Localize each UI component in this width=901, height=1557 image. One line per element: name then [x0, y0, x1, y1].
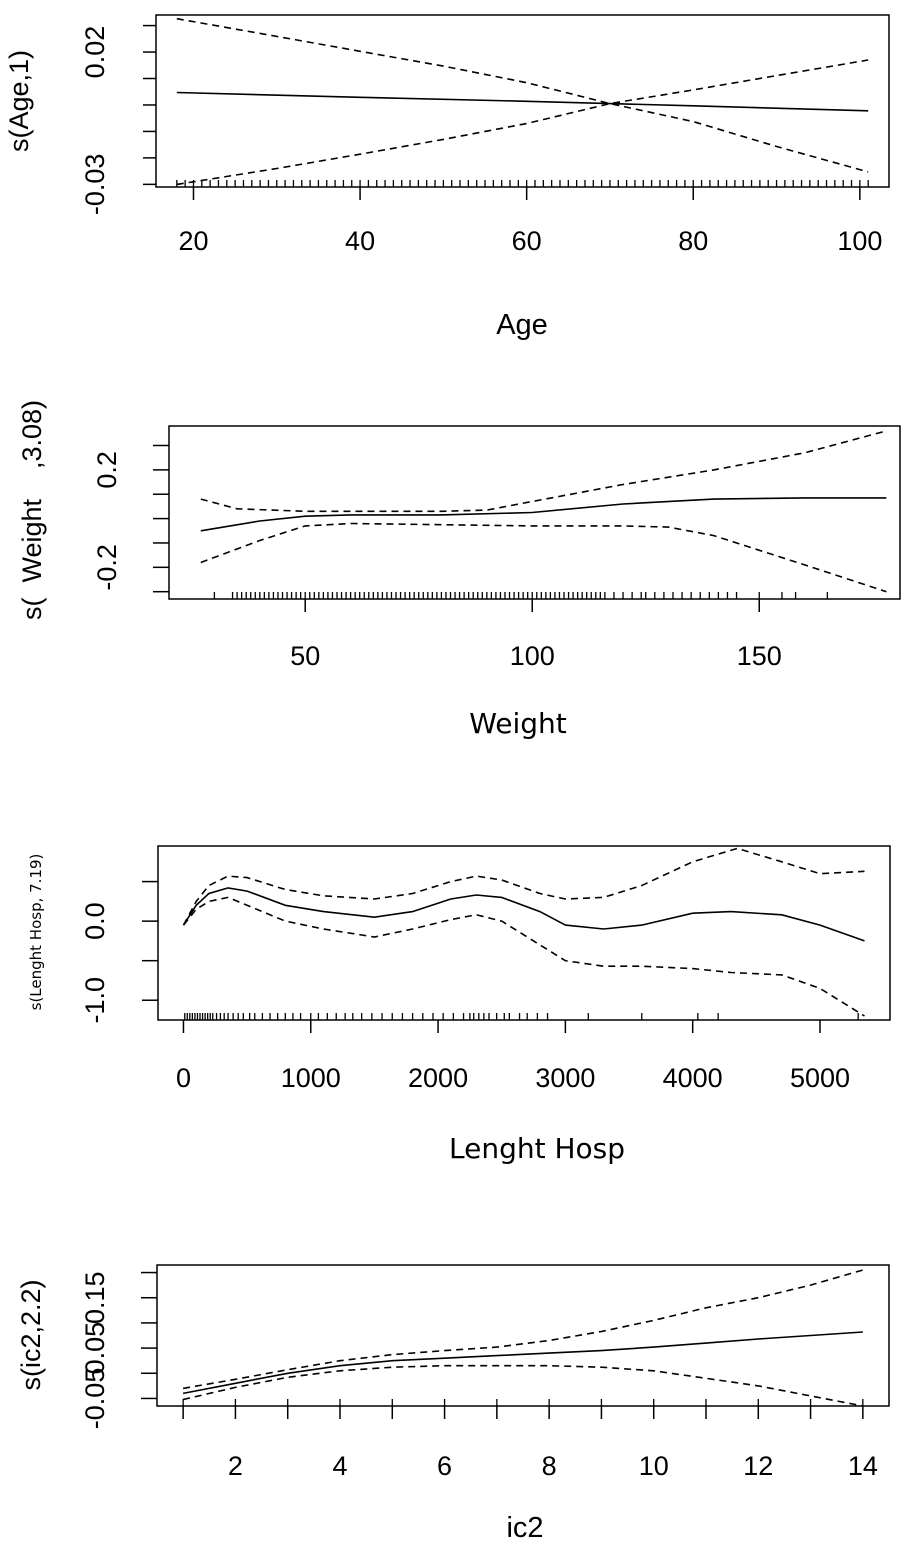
y-tick-label-weight: -0.2 — [92, 544, 122, 591]
x-tick-label-age: 40 — [345, 226, 375, 256]
y-tick-label-age: -0.03 — [80, 154, 110, 216]
x-tick-label-ic2: 8 — [542, 1451, 557, 1481]
x-tick-label-ic2: 4 — [332, 1451, 347, 1481]
confidence-band-line-weight — [200, 430, 887, 513]
y-axis-label-weight: s( Weight ,3.08) — [17, 400, 47, 620]
x-tick-label-ic2: 2 — [228, 1451, 243, 1481]
smooth-estimate-line-age — [176, 91, 869, 112]
plot-area-age: -0.03 0.02 20 40 60 80 100 — [80, 17, 882, 256]
y-axis-label-length-hosp: s(Lenght Hosp, 7.19) — [27, 854, 45, 1011]
x-tick-label-age: 60 — [512, 226, 542, 256]
plot-frame-weight — [168, 425, 901, 600]
x-tick-label-weight: 50 — [290, 641, 320, 671]
x-tick-label-ic2: 6 — [437, 1451, 452, 1481]
panel-ic2: -0.050.050.15 2 4 6 8 10 12 14 ic2 s(ic2,2.2) — [16, 1264, 890, 1544]
x-axis-label-length-hosp: Lenght Hosp — [449, 1132, 625, 1165]
x-tick-label-length-hosp: 5000 — [790, 1063, 850, 1093]
plot-frame-ic2 — [156, 1264, 890, 1407]
confidence-band-line-length-hosp — [182, 847, 865, 926]
plot-frame-age — [155, 14, 890, 188]
y-axis-label-age: s(Age,1) — [4, 50, 34, 152]
y-tick-label-weight: 0.2 — [92, 451, 122, 489]
y-tick-label-length-hosp: 0.0 — [80, 902, 110, 940]
x-tick-label-weight: 150 — [737, 641, 782, 671]
y-tick-label-ic2: 0.05 — [80, 1322, 110, 1375]
panel-age: -0.03 0.02 20 40 60 80 100 Age s(Age,1) — [4, 14, 890, 341]
y-tick-label-length-hosp: -1.0 — [80, 977, 110, 1024]
smooth-estimate-line-weight — [200, 497, 887, 532]
x-tick-label-ic2: 12 — [743, 1451, 773, 1481]
x-tick-label-length-hosp: 3000 — [535, 1063, 595, 1093]
y-tick-label-ic2: -0.05 — [80, 1368, 110, 1430]
x-axis-label-age: Age — [496, 309, 548, 341]
smooth-estimate-line-ic2 — [182, 1331, 863, 1395]
x-tick-label-length-hosp: 1000 — [281, 1063, 341, 1093]
panel-weight: -0.2 0.2 50 100 150 Weight s( Weight ,3.08) — [17, 400, 901, 740]
y-tick-label-ic2: 0.15 — [80, 1271, 110, 1324]
confidence-band-line-age — [176, 59, 869, 186]
plot-frame-length-hosp — [157, 845, 891, 1021]
x-axis-label-ic2: ic2 — [506, 1512, 543, 1544]
panel-length-hosp: -1.0 0.0 0 1000 2000 3000 4000 5000 Lenght Hosp… — [27, 845, 891, 1165]
x-tick-label-length-hosp: 2000 — [408, 1063, 468, 1093]
x-tick-label-age: 20 — [178, 226, 208, 256]
plot-area-ic2: -0.050.050.15 2 4 6 8 10 12 14 — [80, 1269, 878, 1481]
confidence-band-line-length-hosp — [182, 896, 865, 1017]
x-tick-label-weight: 100 — [510, 641, 555, 671]
x-tick-label-length-hosp: 0 — [176, 1063, 191, 1093]
x-tick-label-ic2: 14 — [848, 1451, 878, 1481]
confidence-band-line-weight — [200, 522, 887, 593]
x-tick-label-age: 80 — [678, 226, 708, 256]
x-tick-label-age: 100 — [837, 226, 882, 256]
smooth-estimate-line-length-hosp — [182, 887, 865, 942]
y-tick-label-age: 0.02 — [80, 26, 110, 79]
confidence-band-line-ic2 — [182, 1364, 864, 1407]
x-tick-label-ic2: 10 — [639, 1451, 669, 1481]
plot-area-length-hosp: -1.0 0.0 0 1000 2000 3000 4000 5000 — [80, 847, 865, 1093]
confidence-band-line-ic2 — [182, 1269, 864, 1390]
y-axis-label-ic2: s(ic2,2.2) — [16, 1279, 46, 1390]
x-axis-label-weight: Weight — [469, 707, 567, 740]
x-tick-label-length-hosp: 4000 — [663, 1063, 723, 1093]
plot-area-weight: -0.2 0.2 50 100 150 — [92, 430, 887, 671]
